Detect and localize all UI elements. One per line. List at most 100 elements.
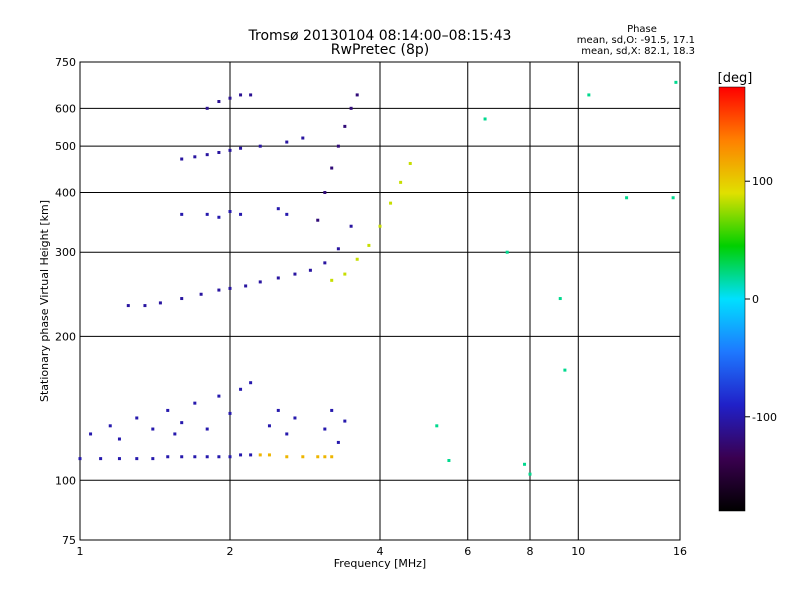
y-tick-label: 75 [62, 534, 76, 547]
data-point-O-F-spread [349, 106, 353, 110]
data-point-O-2F [239, 146, 243, 150]
data-point-O-F [228, 286, 232, 290]
y-tick-label: 600 [55, 102, 76, 115]
data-point-E-diffuse [117, 437, 121, 441]
colorbar-label: [deg] [718, 71, 753, 86]
x-tick-label: 16 [673, 545, 687, 558]
data-point-E-diffuse [166, 408, 170, 412]
y-tick-label: 400 [55, 186, 76, 199]
data-point-O-F [199, 292, 203, 296]
data-point-O-mid [239, 212, 243, 216]
data-point-O-F [126, 304, 130, 308]
colorbar-ticks: -100 0 100 [745, 175, 777, 424]
data-point-X-F [343, 272, 347, 276]
data-point-E-diffuse [239, 387, 243, 391]
stats-x-line: mean, sd,X: 82.1, 18.3 [581, 46, 695, 57]
colorbar-gradient [718, 86, 746, 512]
data-point-E-diffuse [323, 427, 327, 431]
colorbar-tick-label: 0 [752, 293, 759, 306]
data-point-O-E [180, 455, 184, 459]
data-point-X-F [355, 257, 359, 261]
data-point-noise [671, 196, 675, 200]
data-point-E-diffuse [267, 424, 271, 428]
data-point-O-E [249, 453, 253, 457]
data-point-E-diffuse [89, 432, 93, 436]
data-point-X-E [285, 455, 289, 459]
data-point-O-E [78, 457, 82, 461]
y-tick-label: 300 [55, 246, 76, 259]
data-point-E-diffuse [217, 394, 221, 398]
y-tick-label: 750 [55, 56, 76, 69]
data-point-O-F [244, 284, 248, 288]
data-point-O-F [308, 268, 312, 272]
data-point-O-mid [228, 210, 232, 214]
y-tick-label: 500 [55, 140, 76, 153]
data-point-O-E [205, 455, 209, 459]
x-tick-label: 1 [77, 545, 84, 558]
data-point-O-upper [205, 106, 209, 110]
data-point-O-E [217, 455, 221, 459]
x-axis-label: Frequency [MHz] [334, 557, 426, 570]
data-point-noise [447, 458, 451, 462]
data-point-X-F [408, 161, 412, 165]
stats-title: Phase [627, 24, 657, 35]
chart-title: Tromsø 20130104 08:14:00–08:15:43 [248, 28, 512, 44]
data-point-E-diffuse [228, 411, 232, 415]
data-point-E-diffuse [108, 424, 112, 428]
data-point-O-E [135, 457, 139, 461]
data-point-X-F [378, 224, 382, 228]
data-point-O-F [276, 276, 280, 280]
data-point-O-E [151, 457, 155, 461]
x-tick-label: 10 [571, 545, 585, 558]
data-point-O-2F [258, 144, 262, 148]
data-point-O-F [349, 224, 353, 228]
data-point-O-upper [239, 93, 243, 97]
data-point-O-2F [228, 148, 232, 152]
data-point-E-diffuse [330, 408, 334, 412]
data-point-O-mid [217, 215, 221, 219]
data-point-E-diffuse [135, 416, 139, 420]
data-point-O-E [239, 453, 243, 457]
data-point-O-F [158, 301, 162, 305]
colorbar-tick-label: -100 [752, 411, 777, 424]
data-point-E-diffuse [180, 421, 184, 425]
data-point-O-F-spread [330, 166, 334, 170]
data-point-noise [587, 93, 591, 97]
data-point-X-F [399, 180, 403, 184]
data-point-O-F [180, 297, 184, 301]
data-point-O-F [258, 280, 262, 284]
y-tick-label: 200 [55, 330, 76, 343]
data-point-O-F-spread [316, 218, 320, 222]
data-point-O-E [117, 457, 121, 461]
data-point-O-2F [301, 136, 305, 140]
x-tick-label: 2 [227, 545, 234, 558]
data-point-E-diffuse [205, 427, 209, 431]
data-point-E-diffuse [173, 432, 177, 436]
data-point-O-E [193, 455, 197, 459]
data-point-noise [528, 472, 532, 476]
data-point-O-F-spread [336, 144, 340, 148]
data-point-noise [558, 297, 562, 301]
x-tick-label: 4 [377, 545, 384, 558]
data-point-O-E [228, 455, 232, 459]
plot-area: 1 2 4 6 8 10 16 75 100 200 300 400 500 600 750 [55, 56, 687, 558]
data-point-O-2F [205, 153, 209, 157]
data-point-E-diffuse [285, 432, 289, 436]
data-point-X-F [367, 243, 371, 247]
data-point-noise [625, 196, 629, 200]
data-point-E-diffuse [249, 381, 253, 385]
data-point-O-F [143, 304, 147, 308]
data-point-noise [483, 117, 487, 121]
data-point-noise [435, 424, 439, 428]
data-point-O-mid [205, 212, 209, 216]
data-point-O-F [323, 261, 327, 265]
colorbar: [deg] -100 0 100 [718, 71, 777, 512]
data-point-O-F-spread [355, 93, 359, 97]
data-point-E-diffuse [293, 416, 297, 420]
chart-subtitle: RwPretec (8p) [331, 42, 429, 58]
data-point-O-upper [249, 93, 253, 97]
y-axis-label: Stationary phase Virtual Height [km] [38, 200, 51, 402]
data-point-O-mid [180, 212, 184, 216]
data-point-O-F [336, 247, 340, 251]
data-point-O-mid [276, 207, 280, 211]
